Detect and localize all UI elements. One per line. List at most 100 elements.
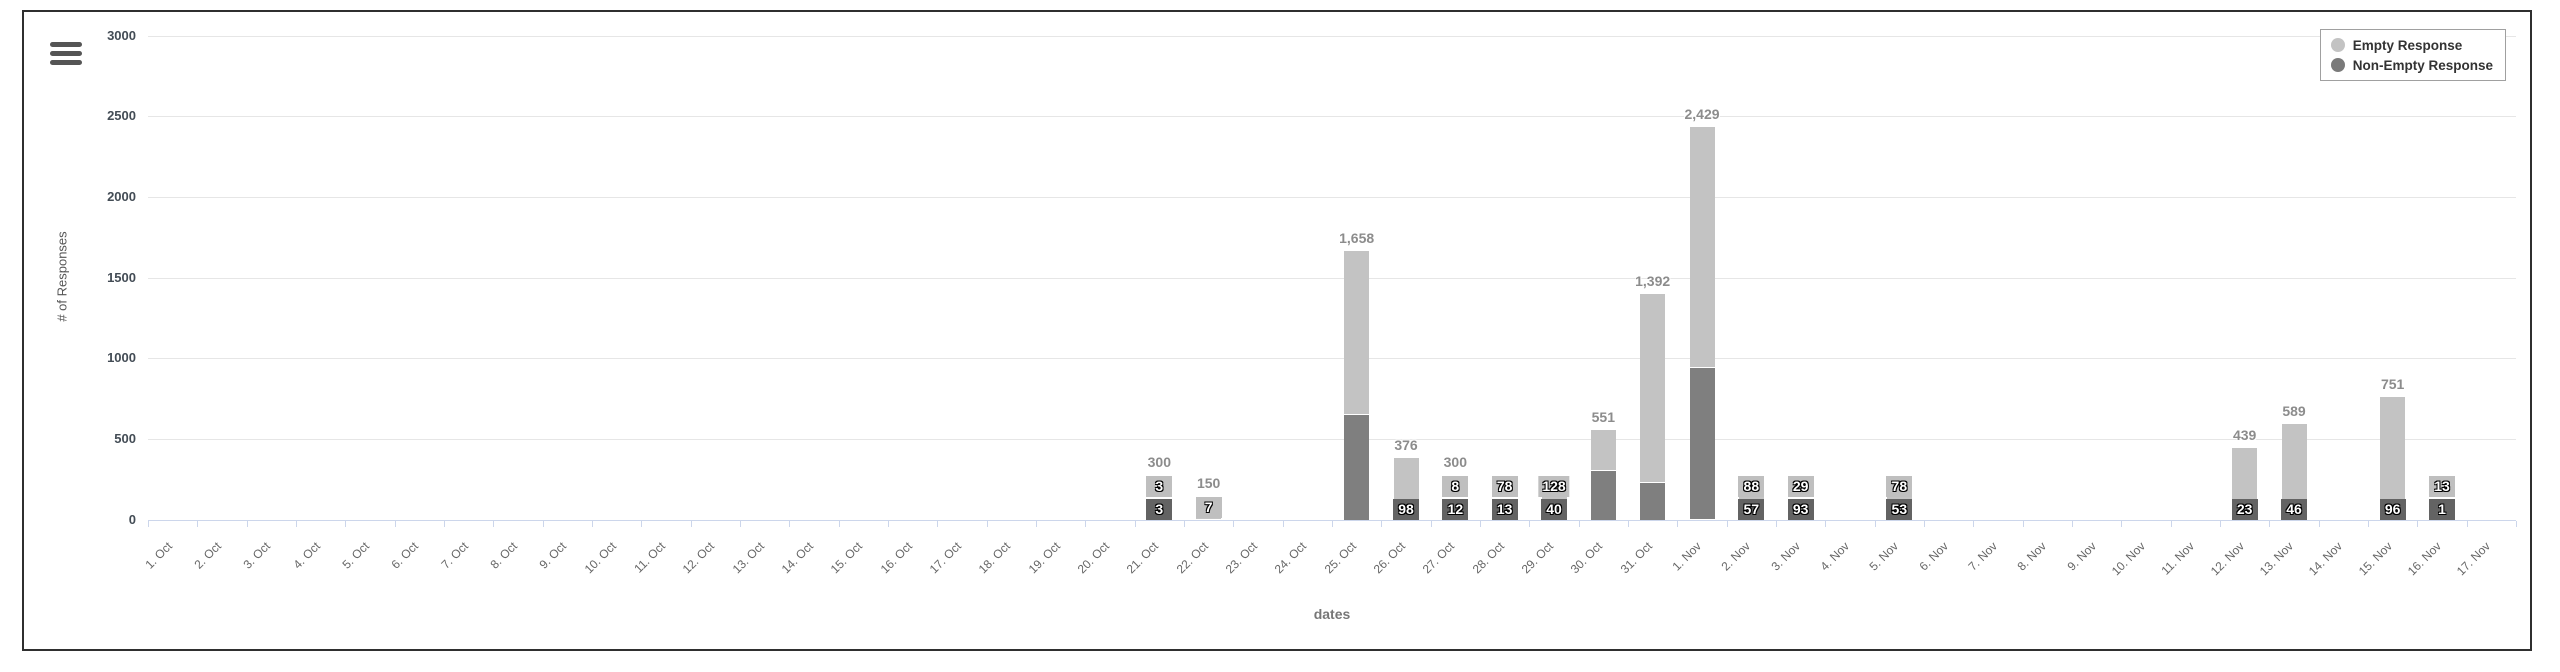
x-axis-tick xyxy=(2516,520,2517,527)
y-gridline xyxy=(148,116,2516,118)
x-axis-title: dates xyxy=(1313,606,1351,622)
value-label-box-nonempty: 98 xyxy=(1393,498,1419,520)
stack-total-label: 1,658 xyxy=(1339,230,1375,247)
x-axis-tick xyxy=(789,520,791,527)
stack-total-label: 2,429 xyxy=(1684,105,1720,122)
value-label-box-nonempty: 1 xyxy=(2429,498,2455,520)
x-axis-tick xyxy=(148,520,149,527)
value-label-box-nonempty: 57 xyxy=(1738,498,1765,520)
x-axis-tick xyxy=(986,520,988,527)
x-axis-tick xyxy=(197,520,199,527)
x-axis-tick xyxy=(1874,520,1876,527)
x-axis-tick xyxy=(888,520,889,527)
x-axis-tick xyxy=(2072,520,2073,527)
x-axis-tick xyxy=(641,520,643,527)
x-axis-tick xyxy=(1134,520,1136,527)
hamburger-menu-icon[interactable] xyxy=(50,42,82,66)
x-axis-tick xyxy=(1381,520,1383,527)
stack-total-label: 150 xyxy=(1196,474,1221,491)
value-label-box-empty: 8 xyxy=(1442,475,1469,497)
y-gridline xyxy=(148,277,2516,279)
bar-segment-empty xyxy=(2281,423,2307,512)
x-axis-tick xyxy=(1776,520,1777,527)
x-axis-tick xyxy=(246,520,248,527)
value-label-box-empty: 88 xyxy=(1738,475,1765,497)
legend-label: Non-Empty Response xyxy=(2352,57,2493,73)
x-axis-tick xyxy=(2466,520,2468,527)
value-label-box-nonempty: 3 xyxy=(1146,498,1173,520)
stack-total-label: 300 xyxy=(1147,453,1172,470)
x-axis-tick xyxy=(1628,520,1629,527)
x-axis-tick xyxy=(1233,520,1235,527)
x-axis-tick xyxy=(2368,520,2369,527)
value-label-box-nonempty: 40 xyxy=(1541,498,1567,520)
value-label-box-nonempty: 13 xyxy=(1491,498,1518,520)
x-axis-tick xyxy=(1184,520,1185,527)
value-label-box-nonempty: 23 xyxy=(2231,498,2258,520)
x-axis-tick xyxy=(1332,520,1333,527)
y-axis-tick-label: 1500 xyxy=(107,269,136,285)
y-axis-tick-label: 3000 xyxy=(107,27,136,43)
x-axis-tick xyxy=(2269,520,2271,527)
x-axis-tick xyxy=(1825,520,1827,527)
x-axis-tick xyxy=(1529,520,1531,527)
x-axis-tick xyxy=(345,520,347,527)
y-gridline xyxy=(148,197,2516,198)
x-axis-tick xyxy=(493,520,495,527)
bar-segment-empty xyxy=(1196,518,1222,520)
legend-item-non-empty-response[interactable]: Non-Empty Response xyxy=(2330,55,2493,75)
stack-total-label: 1,392 xyxy=(1635,273,1671,290)
x-axis-tick xyxy=(1036,520,1037,527)
y-gridline xyxy=(148,358,2516,360)
legend-label: Empty Response xyxy=(2352,37,2463,53)
stack-total-label: 376 xyxy=(1394,436,1418,453)
x-axis-tick xyxy=(1924,520,1925,527)
bar-segment-empty xyxy=(1689,126,1715,367)
value-label-box-empty: 78 xyxy=(1491,475,1518,497)
value-label-box-nonempty: 12 xyxy=(1442,498,1469,520)
x-axis-tick xyxy=(394,520,396,527)
x-axis-tick xyxy=(1282,520,1284,527)
bar-segment-empty xyxy=(1640,294,1666,483)
value-label-box-nonempty: 93 xyxy=(1787,498,1814,520)
y-gridline xyxy=(148,438,2516,440)
value-label-box-empty: 7 xyxy=(1195,496,1222,518)
value-label-box-empty: 78 xyxy=(1886,475,1913,497)
x-axis-tick xyxy=(2022,520,2024,527)
x-axis-tick xyxy=(444,520,445,527)
value-label-box-empty: 128 xyxy=(1538,475,1570,497)
value-label-box-empty: 3 xyxy=(1146,475,1173,497)
x-axis-tick xyxy=(2121,520,2123,527)
x-axis-line xyxy=(148,519,2516,521)
y-axis-tick-label: 1000 xyxy=(107,350,136,366)
value-label-box-empty: 29 xyxy=(1787,475,1814,497)
stack-total-label: 551 xyxy=(1591,408,1616,425)
bar-segment-nonempty xyxy=(1590,471,1616,520)
stack-total-label: 751 xyxy=(2380,376,2405,393)
x-axis-tick xyxy=(1085,520,1087,527)
x-axis-tick xyxy=(1973,520,1975,527)
bar-segment-empty xyxy=(1344,251,1370,414)
value-label-box-empty: 13 xyxy=(2429,475,2455,497)
x-axis-tick xyxy=(296,520,297,527)
value-label-box-nonempty: 96 xyxy=(2379,498,2406,520)
x-axis-tick xyxy=(1578,520,1580,527)
legend-item-empty-response[interactable]: Empty Response xyxy=(2330,35,2493,55)
x-axis-tick xyxy=(838,520,840,527)
legend-marker-icon xyxy=(2330,38,2345,52)
value-label-box-nonempty: 53 xyxy=(1886,498,1913,520)
y-axis-title: # of Responses xyxy=(54,231,70,322)
x-axis-tick xyxy=(592,520,593,527)
bar-segment-nonempty xyxy=(1344,414,1370,520)
x-axis-tick xyxy=(937,520,939,527)
x-axis-tick xyxy=(2417,520,2419,527)
y-axis-tick-label: 2500 xyxy=(107,108,136,124)
bar-segment-empty xyxy=(1590,429,1616,471)
x-axis-tick xyxy=(2318,520,2320,527)
y-axis-tick-label: 2000 xyxy=(107,189,136,204)
y-gridline xyxy=(148,35,2516,37)
x-axis-tick xyxy=(690,520,692,527)
legend: Empty Response Non-Empty Response xyxy=(2319,29,2506,81)
x-axis-tick xyxy=(1480,520,1481,527)
